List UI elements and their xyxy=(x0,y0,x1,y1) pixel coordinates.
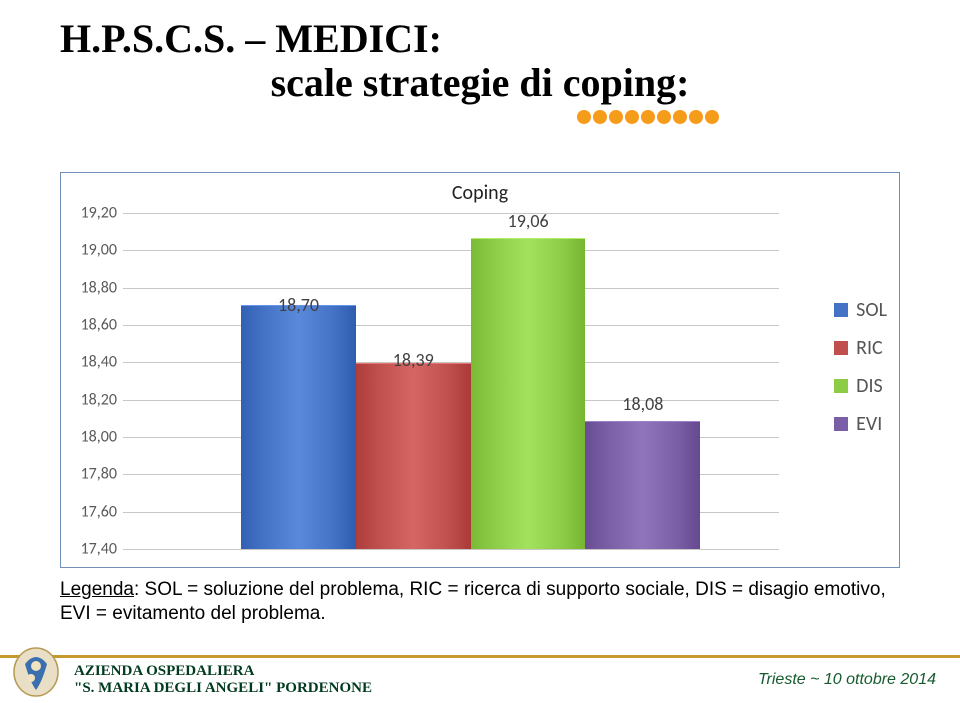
y-axis-label: 19,20 xyxy=(67,204,117,223)
title-line1: H.P.S.C.S. – MEDICI: xyxy=(60,18,900,60)
caption-body: : SOL = soluzione del problema, RIC = ri… xyxy=(60,579,886,624)
bar-sol xyxy=(241,305,356,549)
y-axis-label: 18,40 xyxy=(67,353,117,372)
gridline xyxy=(123,250,779,251)
dot xyxy=(705,110,719,124)
bar-label-ric: 18,39 xyxy=(393,349,434,371)
dot xyxy=(689,110,703,124)
legend-item-ric: RIC xyxy=(834,336,887,360)
gridline xyxy=(123,288,779,289)
y-axis-label: 17,60 xyxy=(67,502,117,521)
caption-prefix: Legenda xyxy=(60,579,134,600)
dot xyxy=(657,110,671,124)
gridline xyxy=(123,213,779,214)
legend-item-dis: DIS xyxy=(834,374,887,398)
dot xyxy=(577,110,591,124)
bar-ric xyxy=(356,363,471,549)
y-axis-label: 17,80 xyxy=(67,465,117,484)
caption: Legenda: SOL = soluzione del problema, R… xyxy=(60,578,900,626)
title-block: H.P.S.C.S. – MEDICI: scale strategie di … xyxy=(60,18,900,129)
dot xyxy=(609,110,623,124)
legend-item-sol: SOL xyxy=(834,298,887,322)
footer-org-line1: AZIENDA OSPEDALIERA xyxy=(74,663,758,680)
bar-label-sol: 18,70 xyxy=(278,294,319,316)
legend-swatch xyxy=(834,379,848,393)
dot xyxy=(673,110,687,124)
legend-label: SOL xyxy=(856,298,887,322)
plot-area: 17,4017,6017,8018,0018,2018,4018,6018,80… xyxy=(123,213,779,549)
y-axis-label: 18,80 xyxy=(67,278,117,297)
dot xyxy=(593,110,607,124)
legend-label: DIS xyxy=(856,374,883,398)
footer: AZIENDA OSPEDALIERA "S. MARIA DEGLI ANGE… xyxy=(0,658,960,702)
bar-label-dis: 19,06 xyxy=(508,210,549,232)
legend: SOL RIC DIS EVI xyxy=(834,298,887,450)
footer-org: AZIENDA OSPEDALIERA "S. MARIA DEGLI ANGE… xyxy=(0,663,758,698)
y-axis-label: 17,40 xyxy=(67,540,117,559)
footer-org-line2: "S. MARIA DEGLI ANGELI" PORDENONE xyxy=(74,680,758,697)
legend-label: EVI xyxy=(856,412,882,436)
gridline xyxy=(123,325,779,326)
y-axis-label: 19,00 xyxy=(67,241,117,260)
bar-label-evi: 18,08 xyxy=(622,393,663,415)
bar-dis xyxy=(471,238,586,549)
y-axis-label: 18,20 xyxy=(67,390,117,409)
dot xyxy=(625,110,639,124)
bar-evi xyxy=(585,421,700,549)
plot: 17,4017,6017,8018,0018,2018,4018,6018,80… xyxy=(123,213,779,549)
y-axis-label: 18,00 xyxy=(67,428,117,447)
decorative-dots xyxy=(60,110,900,129)
gridline xyxy=(123,549,779,550)
legend-label: RIC xyxy=(856,336,883,360)
footer-logo xyxy=(8,642,64,698)
legend-swatch xyxy=(834,303,848,317)
dot xyxy=(641,110,655,124)
footer-event: Trieste ~ 10 ottobre 2014 xyxy=(758,671,960,689)
y-axis-label: 18,60 xyxy=(67,316,117,335)
legend-item-evi: EVI xyxy=(834,412,887,436)
slide: H.P.S.C.S. – MEDICI: scale strategie di … xyxy=(0,0,960,702)
chart-container: Coping 17,4017,6017,8018,0018,2018,4018,… xyxy=(60,172,900,568)
chart-title: Coping xyxy=(61,181,899,205)
legend-swatch xyxy=(834,417,848,431)
title-line2: scale strategie di coping: xyxy=(60,62,900,104)
legend-swatch xyxy=(834,341,848,355)
